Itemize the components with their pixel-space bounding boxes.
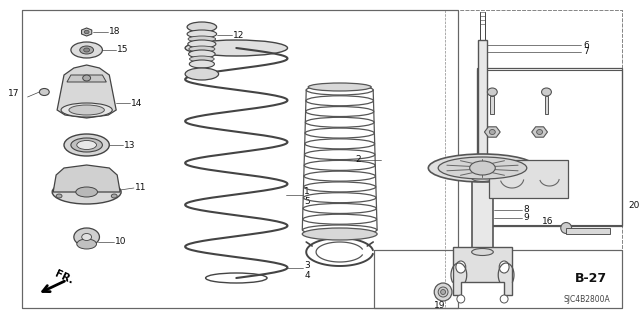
Bar	[545, 96, 548, 114]
Ellipse shape	[434, 283, 452, 301]
Text: 8: 8	[524, 205, 529, 214]
Ellipse shape	[457, 295, 465, 303]
Ellipse shape	[472, 174, 493, 182]
Text: SJC4B2800A: SJC4B2800A	[564, 295, 611, 305]
Ellipse shape	[111, 194, 117, 198]
Ellipse shape	[71, 42, 102, 58]
Ellipse shape	[80, 46, 93, 54]
Ellipse shape	[561, 222, 572, 234]
Ellipse shape	[490, 130, 495, 135]
Polygon shape	[484, 127, 500, 137]
Text: 1: 1	[304, 188, 310, 197]
Ellipse shape	[438, 287, 448, 297]
Ellipse shape	[187, 30, 216, 38]
Ellipse shape	[77, 239, 97, 249]
Text: 3: 3	[304, 261, 310, 270]
Ellipse shape	[84, 48, 90, 52]
Ellipse shape	[69, 105, 104, 115]
Ellipse shape	[189, 56, 214, 62]
Text: 13: 13	[124, 140, 136, 150]
Polygon shape	[67, 75, 106, 82]
Ellipse shape	[74, 228, 99, 246]
Bar	[472, 178, 493, 252]
Ellipse shape	[500, 295, 508, 303]
Text: 18: 18	[109, 27, 121, 36]
Text: 19: 19	[435, 301, 446, 310]
Ellipse shape	[428, 154, 536, 182]
Text: B-27: B-27	[575, 271, 607, 285]
Bar	[566, 228, 611, 234]
Polygon shape	[57, 65, 116, 118]
Bar	[374, 250, 622, 308]
Text: 20: 20	[628, 201, 639, 210]
Ellipse shape	[499, 261, 509, 273]
Polygon shape	[532, 127, 547, 137]
Bar	[490, 96, 494, 114]
Text: 7: 7	[583, 48, 589, 56]
Text: 12: 12	[234, 31, 244, 40]
Ellipse shape	[470, 161, 495, 175]
Ellipse shape	[56, 194, 62, 198]
Ellipse shape	[472, 249, 493, 256]
Ellipse shape	[302, 228, 377, 240]
Polygon shape	[53, 165, 120, 192]
Text: 17: 17	[8, 90, 20, 99]
Ellipse shape	[488, 88, 497, 96]
Text: 6: 6	[583, 41, 589, 49]
Ellipse shape	[536, 130, 543, 135]
Ellipse shape	[185, 68, 219, 80]
Text: 14: 14	[131, 99, 142, 108]
Text: 9: 9	[524, 213, 529, 222]
Ellipse shape	[83, 75, 91, 81]
Ellipse shape	[188, 40, 216, 48]
Ellipse shape	[189, 60, 214, 68]
Text: 5: 5	[304, 197, 310, 206]
Text: 10: 10	[115, 238, 127, 247]
Text: 2: 2	[355, 155, 361, 165]
Bar	[374, 250, 622, 308]
Ellipse shape	[456, 261, 466, 273]
Ellipse shape	[188, 36, 216, 42]
Bar	[477, 70, 622, 225]
Text: 11: 11	[135, 183, 147, 192]
Ellipse shape	[77, 140, 97, 150]
Bar	[477, 40, 488, 160]
Ellipse shape	[64, 134, 109, 156]
Ellipse shape	[187, 22, 216, 32]
Ellipse shape	[52, 180, 121, 204]
Ellipse shape	[84, 30, 89, 34]
Ellipse shape	[189, 50, 215, 58]
Ellipse shape	[308, 83, 371, 91]
Bar	[490, 160, 568, 198]
Ellipse shape	[185, 40, 287, 56]
Text: FR.: FR.	[53, 269, 75, 286]
Polygon shape	[81, 28, 92, 36]
Bar	[22, 10, 458, 308]
Bar	[477, 68, 622, 226]
Ellipse shape	[440, 290, 445, 294]
Ellipse shape	[189, 46, 215, 52]
Ellipse shape	[71, 138, 102, 152]
Ellipse shape	[76, 187, 97, 197]
Polygon shape	[453, 247, 512, 295]
Text: 4: 4	[304, 271, 310, 279]
Ellipse shape	[82, 234, 92, 241]
Ellipse shape	[541, 88, 552, 96]
Ellipse shape	[438, 157, 527, 179]
Text: 16: 16	[542, 218, 554, 226]
Ellipse shape	[40, 88, 49, 95]
Text: 15: 15	[117, 46, 129, 55]
Bar	[22, 10, 458, 308]
Ellipse shape	[61, 103, 112, 117]
